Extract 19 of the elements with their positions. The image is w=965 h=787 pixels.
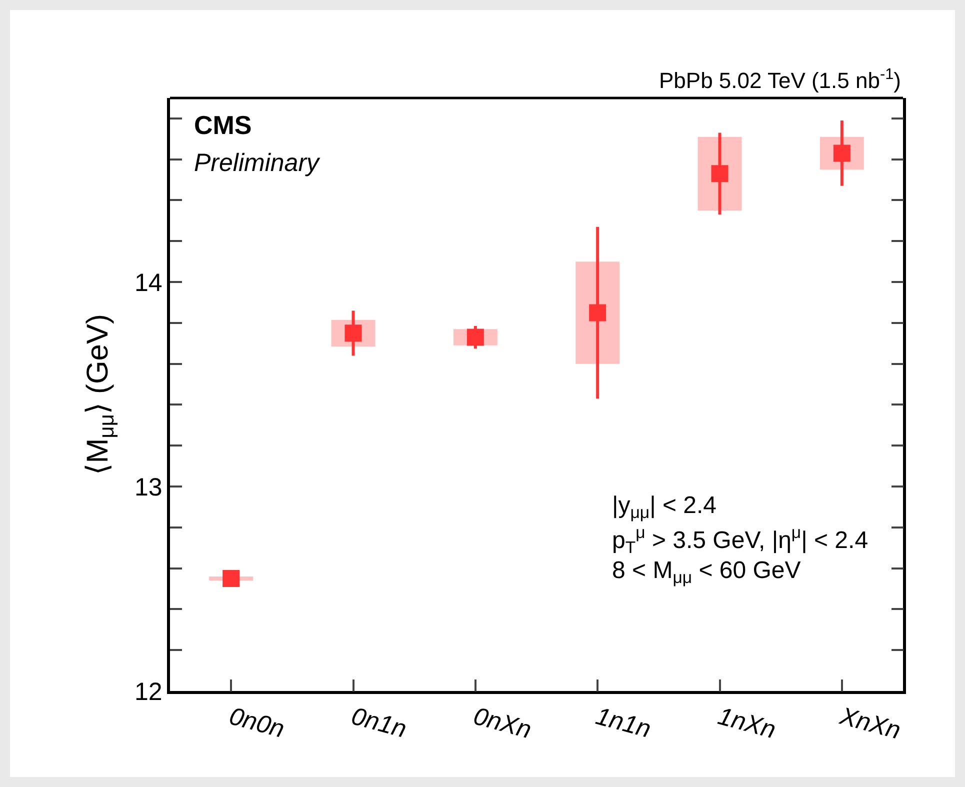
annotation: |y$_{μμ}$| < 2.4 xyxy=(612,492,717,522)
x-tick-label: 1nXn xyxy=(714,702,779,744)
point xyxy=(222,570,240,588)
x-tick-label: 0n0n xyxy=(226,702,288,744)
y-tick-label: 14 xyxy=(134,268,162,297)
annotation: 8 < M$_{μμ}$ < 60 GeV xyxy=(612,557,801,588)
point xyxy=(711,165,728,182)
x-tick-label: 0n1n xyxy=(348,702,410,744)
annotation: Preliminary xyxy=(194,149,321,177)
x-tick-label: 1n1n xyxy=(592,702,654,744)
x-tick-label: XnXn xyxy=(836,702,904,745)
point xyxy=(589,304,606,322)
x-tick-label: 0nXn xyxy=(470,702,534,744)
point xyxy=(466,328,484,346)
y-tick-label: 13 xyxy=(134,473,162,502)
y-tick-label: 12 xyxy=(134,678,162,706)
chart-subtitle: PbPb 5.02 TeV (1.5 nb$^{-1}$) xyxy=(659,66,901,94)
annotation: CMS xyxy=(194,110,252,140)
annotation: p$_{T}$$^{μ}$ > 3.5 GeV, |η$^{μ}$| < 2.4 xyxy=(612,523,868,558)
